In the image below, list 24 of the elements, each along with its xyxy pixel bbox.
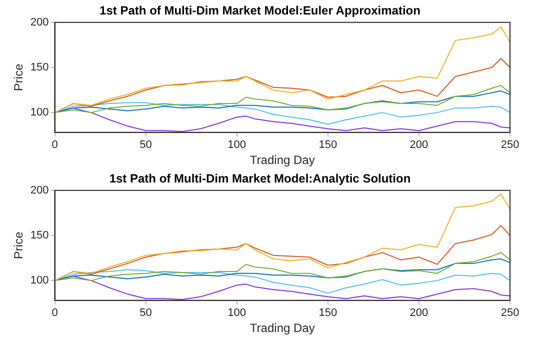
y-tick-label: 200: [30, 184, 49, 196]
x-tick-label: 50: [140, 307, 152, 320]
y-axis-title: Price: [12, 63, 26, 92]
x-tick-label: 150: [318, 139, 338, 152]
x-tick-label: 100: [228, 307, 246, 320]
x-tick-label: 50: [140, 139, 152, 152]
x-tick-label: 250: [500, 139, 520, 152]
x-axis-title: Trading Day: [250, 321, 315, 336]
chart-title: 1st Path of Multi-Dim Market Model:Analytic Solution: [109, 172, 411, 186]
y-tick-label: 150: [30, 230, 49, 242]
x-tick-label: 150: [318, 307, 338, 320]
x-axis-title: Trading Day: [250, 153, 315, 168]
x-tick-label: 250: [500, 307, 520, 320]
x-tick-label: 0: [52, 139, 58, 152]
y-tick-label: 100: [30, 106, 49, 119]
x-tick-label: 200: [410, 307, 428, 320]
x-tick-label: 100: [228, 139, 246, 152]
y-tick-label: 100: [30, 274, 49, 287]
chart-title: 1st Path of Multi-Dim Market Model:Euler Approximation: [100, 4, 420, 18]
y-axis-title: Price: [12, 231, 26, 260]
y-tick-label: 150: [30, 62, 49, 74]
x-tick-label: 0: [52, 307, 58, 320]
x-tick-label: 200: [410, 139, 428, 152]
y-tick-label: 200: [30, 16, 49, 28]
